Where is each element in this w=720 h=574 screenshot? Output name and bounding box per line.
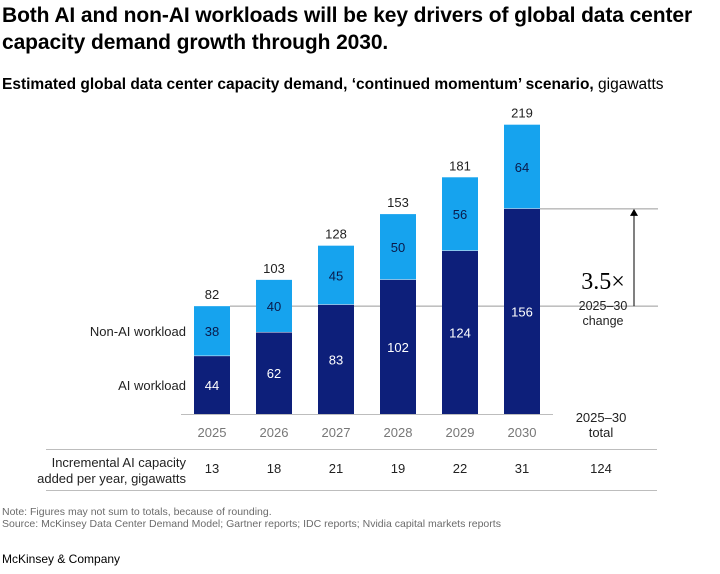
data-label-non-ai-2027: 45 — [329, 268, 343, 283]
data-label-ai-2030: 156 — [511, 304, 533, 319]
footnotes: Note: Figures may not sum to totals, bec… — [2, 506, 702, 530]
data-label-non-ai-2029: 56 — [453, 207, 467, 222]
total-label-2030: 219 — [511, 106, 533, 121]
table-value-2029: 22 — [453, 461, 467, 476]
table-values-group: 13 18 21 19 22 31 — [205, 461, 529, 476]
total-label-2029: 181 — [449, 158, 471, 173]
table-value-2025: 13 — [205, 461, 219, 476]
bar-ai-2025 — [194, 356, 230, 414]
bar-ai-2026 — [256, 332, 292, 414]
table-value-2030: 31 — [515, 461, 529, 476]
total-label-2025: 82 — [205, 287, 219, 302]
total-label-2027: 128 — [325, 227, 347, 242]
bar-ai-2028 — [380, 279, 416, 414]
data-label-non-ai-2025: 38 — [205, 324, 219, 339]
data-label-ai-2028: 102 — [387, 340, 409, 355]
x-tick-2026: 2026 — [260, 425, 289, 440]
bar-non-ai-2028 — [380, 214, 416, 280]
x-tick-2028: 2028 — [384, 425, 413, 440]
total-column-header-period: 2025–30 — [576, 410, 627, 425]
x-tick-2025: 2025 — [198, 425, 227, 440]
change-arrowhead-icon — [630, 208, 638, 216]
change-label-period: 2025–30 — [579, 299, 628, 313]
data-label-non-ai-2030: 64 — [515, 160, 529, 175]
x-tick-2027: 2027 — [322, 425, 351, 440]
x-tick-2030: 2030 — [508, 425, 537, 440]
table-value-2028: 19 — [391, 461, 405, 476]
bar-non-ai-2025 — [194, 306, 230, 356]
data-label-non-ai-2028: 50 — [391, 240, 405, 255]
table-row-label-line1: Incremental AI capacity — [52, 455, 187, 470]
change-label-word: change — [582, 314, 623, 328]
x-tick-2029: 2029 — [446, 425, 475, 440]
legend-ai-workload: AI workload — [118, 378, 186, 393]
subtitle-unit: gigawatts — [593, 76, 664, 93]
table-total-value: 124 — [590, 461, 612, 476]
bar-non-ai-2026 — [256, 279, 292, 332]
bars-group: 44 38 82 2025 62 40 103 2026 83 45 128 2027 102 50 153… — [194, 106, 540, 440]
bar-non-ai-2029 — [442, 177, 478, 251]
table-value-2026: 18 — [267, 461, 281, 476]
legend-non-ai-workload: Non-AI workload — [90, 324, 186, 339]
data-label-ai-2026: 62 — [267, 366, 281, 381]
bar-non-ai-2027 — [318, 245, 354, 305]
bar-ai-2029 — [442, 250, 478, 414]
total-label-2026: 103 — [263, 261, 285, 276]
headline: Both AI and non-AI workloads will be key… — [2, 4, 693, 54]
subtitle-bold: Estimated global data center capacity de… — [2, 76, 594, 93]
total-column-header-word: total — [589, 425, 614, 440]
data-label-ai-2025: 44 — [205, 378, 219, 393]
total-label-2028: 153 — [387, 195, 409, 210]
chart-subtitle: Estimated global data center capacity de… — [2, 75, 718, 95]
data-label-ai-2027: 83 — [329, 352, 343, 367]
table-row-label-line2: added per year, gigawatts — [37, 471, 186, 486]
data-label-ai-2029: 124 — [449, 325, 471, 340]
bar-non-ai-2030 — [504, 124, 540, 209]
footnote-note: Note: Figures may not sum to totals, bec… — [2, 506, 272, 518]
table-value-2027: 21 — [329, 461, 343, 476]
brand-logo-text: McKinsey & Company — [2, 552, 121, 566]
bar-ai-2027 — [318, 304, 354, 414]
data-label-non-ai-2026: 40 — [267, 299, 281, 314]
footnote-source: Source: McKinsey Data Center Demand Mode… — [2, 518, 501, 530]
bar-ai-2030 — [504, 208, 540, 414]
change-multiple: 3.5× — [581, 269, 625, 295]
stacked-bar-chart: 44 38 82 2025 62 40 103 2026 83 45 128 2027 102 50 153… — [37, 106, 658, 491]
